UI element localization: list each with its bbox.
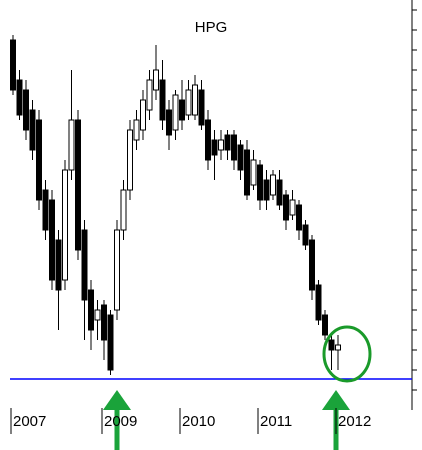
candle-body bbox=[101, 304, 107, 341]
candle-body bbox=[94, 309, 101, 321]
candle-body bbox=[335, 344, 341, 351]
candle-body bbox=[302, 224, 309, 246]
highlight-circle bbox=[322, 325, 372, 383]
candle-body bbox=[205, 119, 211, 161]
candle-body bbox=[198, 89, 205, 126]
candle-body bbox=[29, 109, 36, 151]
candle-body bbox=[289, 199, 296, 216]
candle-body bbox=[231, 134, 237, 161]
candle-body bbox=[166, 109, 172, 136]
candle-body bbox=[23, 89, 29, 131]
candle-body bbox=[42, 189, 49, 231]
candle-body bbox=[315, 284, 322, 321]
candle-body bbox=[75, 119, 81, 251]
candle-body bbox=[55, 239, 62, 291]
candle-body bbox=[276, 179, 283, 206]
chart-title: HPG bbox=[195, 19, 228, 36]
candle-body bbox=[309, 239, 315, 291]
candle-body bbox=[114, 229, 120, 311]
candle-body bbox=[328, 339, 335, 351]
candle-body bbox=[68, 119, 75, 171]
candle-body bbox=[250, 159, 257, 186]
candle-body bbox=[10, 39, 16, 91]
candle-body bbox=[159, 79, 166, 121]
arrow-head bbox=[103, 390, 131, 410]
arrows bbox=[103, 390, 350, 450]
candle-body bbox=[36, 119, 42, 201]
arrow-head bbox=[322, 390, 350, 410]
candle-body bbox=[192, 84, 198, 116]
candle-body bbox=[322, 314, 328, 336]
candle-body bbox=[62, 169, 68, 281]
candle-body bbox=[257, 164, 263, 201]
x-tick-label: 2010 bbox=[182, 413, 215, 430]
x-tick-label: 2007 bbox=[13, 413, 46, 430]
candle-body bbox=[224, 134, 231, 151]
candle-body bbox=[296, 204, 302, 231]
candle-body bbox=[185, 89, 192, 116]
candle-body bbox=[153, 69, 159, 91]
candle-body bbox=[218, 139, 224, 151]
candle-body bbox=[283, 194, 289, 221]
candle-body bbox=[81, 229, 88, 301]
plot bbox=[10, 35, 412, 380]
candle-body bbox=[49, 199, 55, 281]
candle-body bbox=[88, 289, 94, 331]
candle-body bbox=[107, 314, 114, 371]
candle-body bbox=[120, 189, 127, 231]
candle-body bbox=[179, 99, 185, 121]
candle-body bbox=[244, 149, 250, 196]
candle-body bbox=[237, 144, 244, 171]
candle-body bbox=[211, 139, 218, 156]
candle-body bbox=[16, 79, 23, 116]
x-tick-label: 2011 bbox=[260, 413, 292, 430]
candle-body bbox=[133, 119, 140, 141]
candle-body bbox=[146, 79, 153, 111]
candle-body bbox=[140, 99, 146, 131]
x-tick-label: 2012 bbox=[338, 413, 371, 430]
candle-body bbox=[270, 174, 276, 196]
candle-body bbox=[263, 179, 270, 201]
candle-body bbox=[172, 94, 179, 131]
x-tick-label: 2009 bbox=[104, 413, 137, 430]
candle-body bbox=[127, 129, 133, 191]
